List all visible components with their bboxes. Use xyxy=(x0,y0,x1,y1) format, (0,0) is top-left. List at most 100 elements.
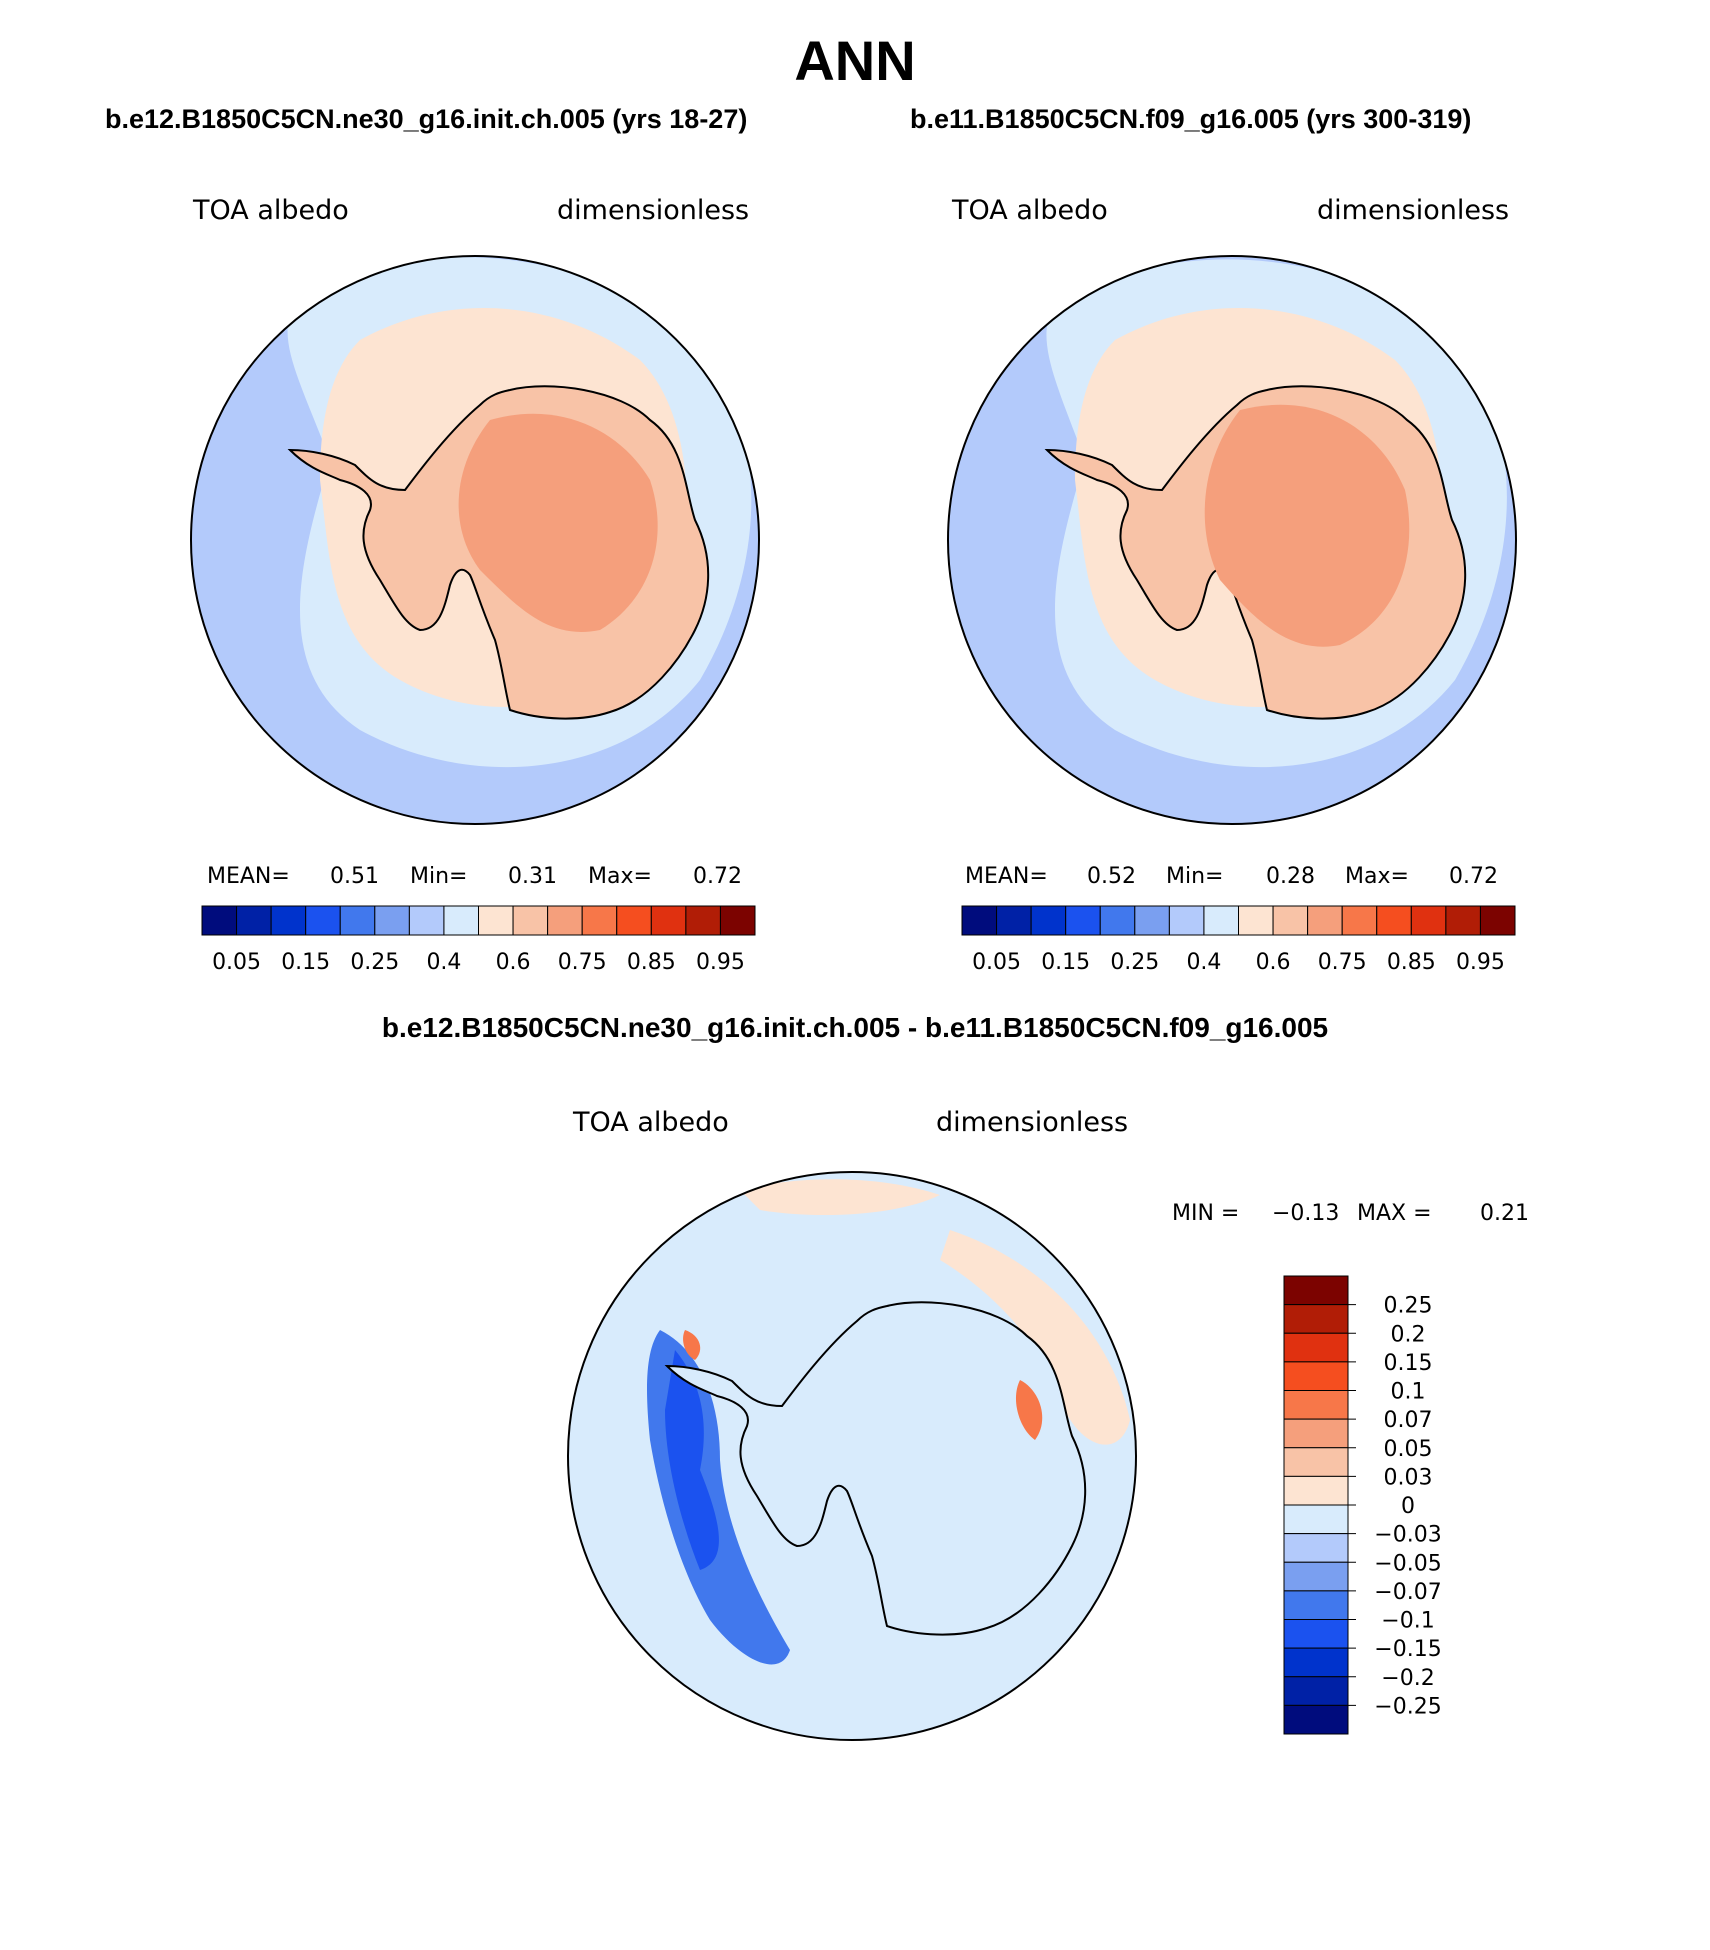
panel2-colorbar-box xyxy=(1410,905,1447,936)
difference-max-value: 0.21 xyxy=(1480,1201,1529,1226)
panel1-colorbar-tick-label: 0.85 xyxy=(627,950,676,975)
difference-colorbar-tick-label: −0.05 xyxy=(1374,1551,1441,1576)
difference-west-core xyxy=(665,1350,719,1570)
panel1-colorbar-box xyxy=(581,905,618,936)
panel2-east-plateau xyxy=(1204,404,1410,647)
panel2-map-outline xyxy=(947,255,1517,825)
difference-map xyxy=(567,1171,1137,1741)
panel1-max-label: Max= xyxy=(588,864,652,889)
panel2-colorbar-box xyxy=(1479,905,1516,936)
difference-colorbar-tick-label: 0 xyxy=(1401,1494,1415,1519)
difference-title: b.e12.B1850C5CN.ne30_g16.init.ch.005 - b… xyxy=(381,1012,1329,1043)
panel1-colorbar-box xyxy=(236,905,272,936)
difference-colorbar-tick-label: 0.2 xyxy=(1391,1322,1426,1347)
panel1-case-title: b.e12.B1850C5CN.ne30_g16.init.ch.005 (yr… xyxy=(105,104,748,134)
difference-peninsula-positive xyxy=(683,1330,701,1360)
panel2-colorbar-tick-label: 0.05 xyxy=(972,950,1021,975)
panel1-colorbar-box xyxy=(685,905,721,936)
panel1-colorbar-box xyxy=(512,905,549,936)
panel2-colorbar-box xyxy=(1376,905,1412,936)
panel1-colorbar-tick-label: 0.4 xyxy=(426,950,461,975)
difference-colorbar-tick-label: −0.25 xyxy=(1374,1694,1441,1719)
difference-min-label: MIN = xyxy=(1172,1201,1240,1226)
panel1-colorbar-tick-label: 0.15 xyxy=(281,950,330,975)
difference-colorbar-box xyxy=(1283,1447,1349,1477)
panel2-colorbar-box xyxy=(1341,905,1378,936)
difference-colorbar-box xyxy=(1283,1590,1349,1620)
difference-colorbar-box xyxy=(1283,1475,1349,1506)
page-title: ANN xyxy=(794,29,916,92)
difference-colorbar-box xyxy=(1283,1390,1349,1420)
panel2-case-title: b.e11.B1850C5CN.f09_g16.005 (yrs 300-319… xyxy=(910,104,1472,134)
panel1-colorbar-box xyxy=(478,905,514,936)
panel1-colorbar-box xyxy=(547,905,583,936)
panel2-min-label: Min= xyxy=(1166,864,1224,889)
panel1-colorbar-tick-label: 0.25 xyxy=(350,950,399,975)
difference-colorbar-box xyxy=(1283,1704,1349,1735)
difference-colorbar-tick-label: −0.1 xyxy=(1381,1609,1434,1634)
panel2-colorbar-box xyxy=(996,905,1032,936)
panel2-colorbar-box xyxy=(1065,905,1101,936)
difference-east-positive-patch xyxy=(940,1230,1130,1445)
difference-north-positive-patch xyxy=(740,1179,940,1215)
difference-colorbar: 0.25 0.2 0.15 0.1 0.07 0.05 0.03 0 −0.03 −0.05 −0.… xyxy=(1283,1275,1442,1735)
difference-colorbar-tick-label: 0.07 xyxy=(1384,1408,1433,1433)
panel2-colorbar-box xyxy=(1307,905,1343,936)
panel2-colorbar-tick-label: 0.95 xyxy=(1456,950,1505,975)
difference-colorbar-tick-label: 0.1 xyxy=(1391,1380,1426,1405)
panel1-units-label: dimensionless xyxy=(557,195,750,226)
difference-colorbar-box xyxy=(1283,1304,1349,1334)
difference-colorbar-tick-label: 0.03 xyxy=(1384,1465,1433,1490)
panel2-colorbar: 0.05 0.15 0.25 0.4 0.6 0.75 0.85 0.95 xyxy=(961,905,1516,975)
panel1-map xyxy=(190,255,760,825)
panel2-colorbar-box xyxy=(1445,905,1481,936)
panel2-max-value: 0.72 xyxy=(1449,864,1498,889)
difference-colorbar-tick-label: 0.25 xyxy=(1384,1294,1433,1319)
panel2-mean-label: MEAN= xyxy=(965,864,1048,889)
difference-colorbar-box xyxy=(1283,1332,1349,1363)
difference-min-value: −0.13 xyxy=(1272,1201,1340,1226)
panel1-mean-label: MEAN= xyxy=(207,864,290,889)
panel2-colorbar-box xyxy=(1272,905,1309,936)
panel2-units-label: dimensionless xyxy=(1317,195,1510,226)
panel2-colorbar-tick-label: 0.75 xyxy=(1318,950,1367,975)
difference-max-label: MAX = xyxy=(1357,1201,1432,1226)
panel1-colorbar: 0.05 0.15 0.25 0.4 0.6 0.75 0.85 0.95 xyxy=(201,905,756,975)
difference-colorbar-box xyxy=(1283,1647,1349,1678)
panel2-colorbar-box xyxy=(961,905,998,936)
difference-colorbar-tick-label: −0.15 xyxy=(1374,1637,1441,1662)
difference-variable-label: TOA albedo xyxy=(573,1107,729,1138)
panel2-colorbar-tick-label: 0.15 xyxy=(1041,950,1090,975)
difference-map-outline xyxy=(567,1171,1137,1741)
panel1-colorbar-box xyxy=(719,905,756,936)
panel2-colorbar-box xyxy=(1030,905,1067,936)
difference-colorbar-box xyxy=(1283,1361,1349,1391)
panel1-colorbar-box xyxy=(270,905,307,936)
panel2-map xyxy=(947,255,1517,825)
panel2-max-label: Max= xyxy=(1345,864,1409,889)
panel1-variable-label: TOA albedo xyxy=(193,195,349,226)
panel1-colorbar-box xyxy=(305,905,341,936)
difference-colorbar-tick-label: 0.15 xyxy=(1384,1351,1433,1376)
panel1-min-label: Min= xyxy=(410,864,468,889)
panel2-colorbar-tick-label: 0.25 xyxy=(1110,950,1159,975)
difference-colorbar-box xyxy=(1283,1619,1349,1649)
panel1-colorbar-box xyxy=(443,905,479,936)
panel2-mean-value: 0.52 xyxy=(1087,864,1136,889)
panel1-min-value: 0.31 xyxy=(508,864,557,889)
panel1-max-value: 0.72 xyxy=(693,864,742,889)
difference-colorbar-box xyxy=(1283,1418,1349,1449)
panel2-colorbar-box xyxy=(1134,905,1170,936)
difference-colorbar-box xyxy=(1283,1504,1349,1535)
panel2-colorbar-box xyxy=(1238,905,1274,936)
difference-colorbar-box xyxy=(1283,1676,1349,1706)
panel2-colorbar-box xyxy=(1203,905,1239,936)
panel1-colorbar-box xyxy=(201,905,238,936)
panel2-colorbar-box xyxy=(1099,905,1136,936)
difference-colorbar-tick-label: −0.03 xyxy=(1374,1523,1441,1548)
panel2-min-value: 0.28 xyxy=(1266,864,1315,889)
panel1-colorbar-tick-label: 0.75 xyxy=(558,950,607,975)
panel1-east-plateau xyxy=(458,413,658,632)
panel1-colorbar-box xyxy=(339,905,376,936)
